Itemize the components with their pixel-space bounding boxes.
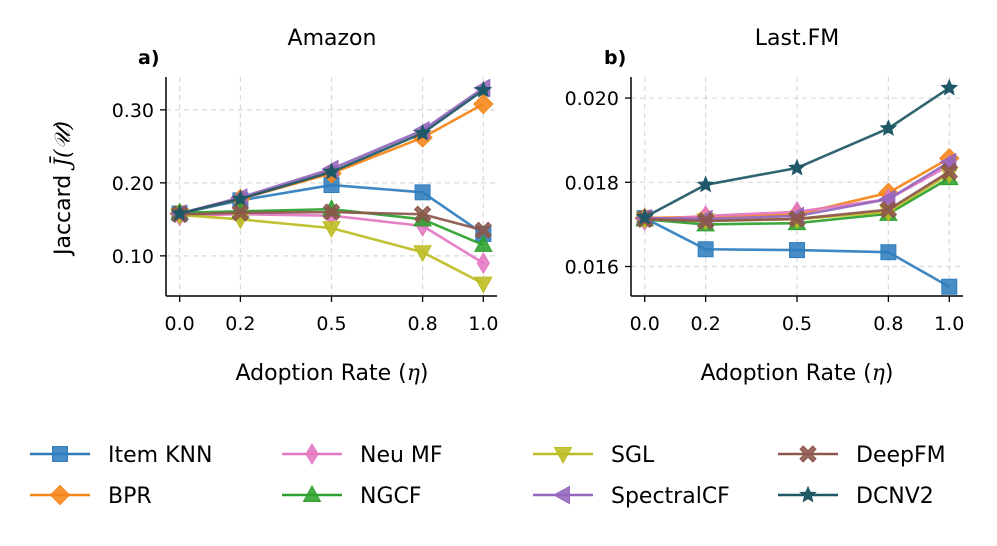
- amazon-series-dcnv2: [170, 80, 493, 222]
- legend-item-deepfm: DeepFM: [778, 443, 946, 468]
- legend-item-neu-mf: Neu MF: [282, 443, 443, 468]
- lastfm-x-tick-label-2: 0.5: [782, 313, 812, 335]
- legend-label-ngcf: NGCF: [360, 484, 422, 509]
- lastfm-point-deepfm-3: [879, 200, 898, 219]
- lastfm-point-deepfm-2: [788, 210, 806, 228]
- legend-marker-item-knn: [52, 446, 68, 462]
- lastfm-point-deepfm-4: [940, 163, 959, 181]
- amazon-x-tick-label-2: 0.5: [316, 313, 346, 335]
- lastfm-point-dcnv2-2: [788, 158, 806, 176]
- amazon-axes: 0.0 0.2 0.5 0.8 1.0 0.10 0.20 0.30: [112, 77, 498, 335]
- amazon-point-sgl-4: [473, 276, 493, 294]
- legend-marker-bpr: [49, 484, 71, 506]
- lastfm-series-lines: [634, 78, 960, 295]
- amazon-y-tick-label-0: 0.10: [112, 246, 154, 268]
- amazon-x-tick-label-4: 1.0: [468, 313, 498, 335]
- lastfm-panel-label: b): [604, 47, 626, 69]
- lastfm-y-tick-label-0: 0.016: [565, 257, 619, 279]
- amazon-point-ngcf-4: [473, 234, 493, 252]
- legend-marker-spectralcf: [552, 485, 570, 505]
- legend-marker-sgl: [553, 447, 573, 465]
- legend: Item KNN BPR Neu MF NGCF SGL SpectralCF DeepFM…: [30, 443, 946, 509]
- amazon-title: Amazon: [288, 26, 377, 51]
- legend-label-neu-mf: Neu MF: [360, 443, 443, 468]
- amazon-panel: 0.0 0.2 0.5 0.8 1.0 0.10 0.20 0.30 Amazon a) Ad…: [49, 26, 498, 386]
- legend-marker-ngcf: [302, 484, 322, 502]
- amazon-x-tick-label-0: 0.0: [165, 313, 195, 335]
- amazon-series-spectralcf: [169, 78, 491, 223]
- lastfm-panel: 0.0 0.2 0.5 0.8 1.0 0.016 0.018 0.020 Last.FM b…: [565, 26, 965, 386]
- lastfm-title: Last.FM: [755, 26, 839, 51]
- amazon-point-deepfm-4: [474, 221, 493, 240]
- lastfm-x-tick-label-0: 0.0: [630, 313, 660, 335]
- lastfm-point-deepfm-1: [696, 212, 715, 230]
- amazon-point-neu-mf-4: [476, 252, 490, 275]
- amazon-series-deepfm: [170, 203, 493, 240]
- lastfm-series-dcnv2: [635, 78, 959, 225]
- amazon-point-dcnv2-0: [170, 204, 189, 222]
- legend-marker-dcnv2: [799, 485, 817, 503]
- lastfm-y-tick-label-1: 0.018: [565, 172, 619, 194]
- legend-label-bpr: BPR: [108, 484, 152, 509]
- legend-item-sgl: SGL: [533, 443, 655, 468]
- lastfm-axes: 0.0 0.2 0.5 0.8 1.0 0.016 0.018 0.020: [565, 77, 964, 335]
- legend-marker-neu-mf: [305, 443, 319, 465]
- legend-label-deepfm: DeepFM: [856, 443, 946, 468]
- lastfm-point-dcnv2-3: [879, 119, 898, 136]
- amazon-point-deepfm-2: [322, 203, 341, 221]
- amazon-point-bpr-4: [473, 93, 494, 115]
- lastfm-point-dcnv2-4: [940, 78, 959, 96]
- legend-label-dcnv2: DCNV2: [856, 484, 934, 509]
- amazon-point-dcnv2-3: [413, 123, 432, 141]
- lastfm-point-item-knn-4: [941, 278, 958, 295]
- lastfm-point-item-knn-3: [880, 244, 897, 261]
- legend-marker-deepfm: [799, 445, 817, 463]
- legend-item-item-knn: Item KNN: [30, 443, 212, 468]
- amazon-point-sgl-2: [322, 221, 341, 239]
- lastfm-point-item-knn-2: [789, 242, 805, 259]
- lastfm-y-tick-label-2: 0.020: [565, 88, 619, 110]
- amazon-panel-label: a): [138, 47, 160, 69]
- legend-item-ngcf: NGCF: [282, 484, 422, 509]
- amazon-point-sgl-3: [413, 245, 432, 263]
- amazon-point-dcnv2-1: [231, 189, 250, 207]
- amazon-series-lines: [169, 78, 494, 294]
- amazon-point-dcnv2-4: [474, 80, 493, 98]
- legend-label-spectralcf: SpectralCF: [611, 484, 730, 509]
- legend-label-sgl: SGL: [611, 443, 655, 468]
- lastfm-point-item-knn-1: [697, 241, 714, 258]
- legend-label-item-knn: Item KNN: [108, 443, 212, 468]
- lastfm-x-axis-label: Adoption Rate (η): [701, 361, 894, 386]
- amazon-x-tick-label-1: 0.2: [225, 313, 255, 335]
- legend-item-spectralcf: SpectralCF: [533, 484, 730, 509]
- lastfm-point-dcnv2-0: [635, 207, 654, 225]
- lastfm-x-tick-label-1: 0.2: [691, 313, 721, 335]
- lastfm-x-tick-label-3: 0.8: [873, 313, 903, 335]
- amazon-x-axis-label: Adoption Rate (η): [236, 361, 429, 386]
- amazon-point-item-knn-3: [414, 184, 431, 201]
- amazon-x-tick-label-3: 0.8: [407, 313, 437, 335]
- amazon-y-tick-label-1: 0.20: [112, 173, 154, 195]
- lastfm-point-dcnv2-1: [696, 175, 715, 193]
- amazon-point-dcnv2-2: [322, 162, 341, 180]
- y-axis-label: JaccardJ̄(𝒰): [49, 121, 76, 257]
- legend-item-dcnv2: DCNV2: [778, 484, 934, 509]
- amazon-y-tick-label-2: 0.30: [112, 100, 154, 122]
- legend-item-bpr: BPR: [30, 484, 152, 509]
- amazon-point-deepfm-3: [413, 205, 432, 223]
- lastfm-x-tick-label-4: 1.0: [934, 313, 964, 335]
